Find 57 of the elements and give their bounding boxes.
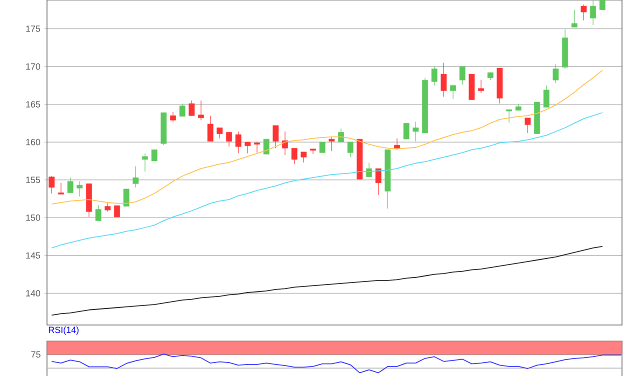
candlestick <box>216 127 223 139</box>
y-tick-label: 155 <box>26 176 40 184</box>
candlestick <box>263 138 270 154</box>
candlestick <box>431 66 438 86</box>
y-tick-label: 150 <box>26 214 40 221</box>
y-tick-label: 165 <box>26 101 40 108</box>
candlestick <box>524 118 531 134</box>
y-tick-label: 140 <box>26 290 40 296</box>
candlestick <box>571 10 578 28</box>
candlestick <box>590 0 596 26</box>
candlestick <box>328 136 335 152</box>
candlestick <box>95 204 102 221</box>
candlestick <box>403 122 410 140</box>
candlestick <box>123 188 130 207</box>
candlestick <box>506 109 512 123</box>
candlestick <box>478 80 484 94</box>
candlestick <box>235 131 242 154</box>
candlestick <box>254 142 260 153</box>
candlestick <box>300 152 307 163</box>
candlestick <box>58 182 64 195</box>
candlestick <box>450 85 456 100</box>
candlestick <box>170 112 176 122</box>
candlestick <box>272 125 279 148</box>
candlestick <box>67 177 74 194</box>
candlestick <box>291 148 298 164</box>
candlestick <box>338 128 344 142</box>
candlestick <box>207 115 214 142</box>
candlestick <box>552 64 559 84</box>
chart-title: RSI(14) <box>48 326 79 335</box>
candlestick <box>282 131 288 156</box>
y-tick-label: 160 <box>26 138 40 146</box>
y-tick-label: 175 <box>26 26 40 32</box>
candlestick <box>114 205 120 218</box>
y-tick-label: 170 <box>26 63 40 70</box>
candlestick <box>347 142 354 158</box>
candlestick <box>151 149 158 162</box>
candlestick <box>198 100 204 120</box>
candlestick <box>244 142 251 154</box>
candlestick <box>412 121 419 142</box>
candlestick <box>132 166 139 188</box>
candlestick <box>319 142 326 153</box>
candlestick <box>179 103 186 117</box>
candlestick <box>76 181 83 197</box>
candlestick <box>459 66 466 85</box>
candlestick <box>310 148 316 154</box>
text: 75 <box>31 351 40 358</box>
candlestick <box>188 100 195 116</box>
candlestick <box>366 162 372 178</box>
candlestick <box>440 62 447 98</box>
candlestick <box>226 132 232 147</box>
y-tick-label: 145 <box>26 252 40 259</box>
candlestick <box>580 4 587 21</box>
candlestick <box>142 153 148 172</box>
candlestick <box>599 0 606 10</box>
candlestick <box>48 176 55 194</box>
candlestick <box>543 85 550 108</box>
candlestick <box>375 168 382 196</box>
